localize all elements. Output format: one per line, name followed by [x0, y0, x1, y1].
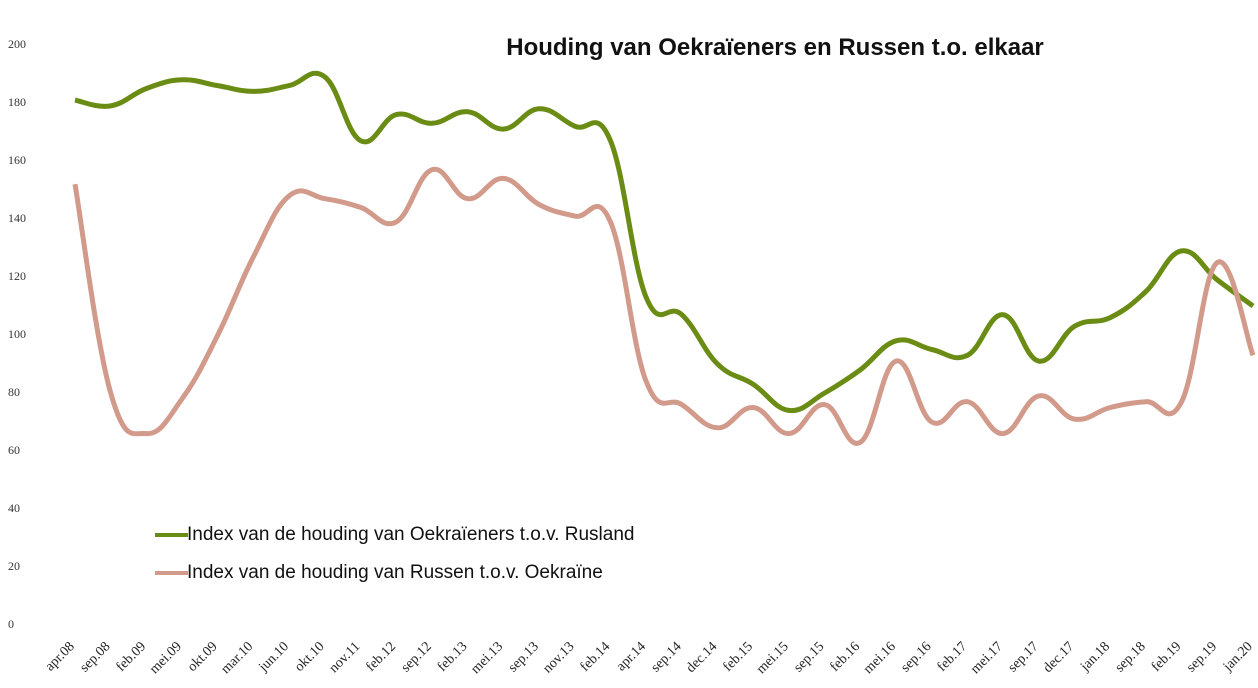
x-tick-label: feb.14 — [578, 639, 614, 675]
x-tick-label: apr.08 — [43, 639, 78, 674]
y-tick-label: 80 — [8, 385, 20, 399]
x-tick-label: sep.18 — [1113, 639, 1149, 675]
x-tick-label: sep.19 — [1184, 639, 1220, 675]
x-tick-label: sep.16 — [898, 639, 934, 675]
x-tick-label: jan.18 — [1077, 639, 1113, 675]
x-tick-label: sep.15 — [791, 639, 827, 675]
chart-title: Houding van Oekraïeners en Russen t.o. e… — [506, 34, 1044, 61]
x-tick-label: apr.14 — [614, 639, 649, 674]
y-tick-label: 120 — [8, 269, 26, 283]
x-tick-label: sep.08 — [77, 639, 113, 675]
x-tick-label: mei.16 — [861, 639, 899, 677]
x-tick-label: okt.09 — [185, 639, 221, 675]
chart: Houding van Oekraïeners en Russen t.o. e… — [0, 0, 1258, 688]
line-series — [75, 73, 1253, 410]
x-tick-label: mei.13 — [468, 639, 506, 677]
legend-label: Index van de houding van Oekraïeners t.o… — [187, 524, 634, 545]
y-tick-label: 200 — [8, 37, 26, 51]
x-tick-label: sep.14 — [648, 639, 684, 675]
x-tick-label: nov.11 — [327, 639, 364, 676]
x-tick-label: sep.17 — [1005, 639, 1041, 675]
x-tick-label: dec.17 — [1041, 639, 1078, 676]
x-tick-label: sep.13 — [506, 639, 542, 675]
x-tick-label: mar.10 — [218, 639, 256, 677]
y-tick-label: 0 — [8, 617, 14, 631]
x-tick-label: jan.20 — [1220, 639, 1256, 675]
legend-label: Index van de houding van Russen t.o.v. O… — [187, 562, 603, 583]
line-series — [75, 169, 1253, 443]
y-tick-label: 100 — [8, 327, 26, 341]
y-tick-label: 60 — [8, 443, 20, 457]
x-tick-label: feb.17 — [935, 639, 971, 675]
x-tick-label: sep.12 — [399, 639, 435, 675]
y-tick-label: 40 — [8, 501, 20, 515]
y-tick-label: 20 — [8, 559, 20, 573]
x-tick-label: feb.15 — [720, 639, 756, 675]
y-tick-label: 140 — [8, 211, 26, 225]
x-tick-label: feb.19 — [1149, 639, 1185, 675]
x-tick-label: dec.14 — [684, 639, 721, 676]
x-tick-label: okt.10 — [292, 639, 328, 675]
x-tick-label: nov.13 — [540, 639, 577, 676]
y-tick-label: 160 — [8, 153, 26, 167]
x-tick-label: feb.09 — [114, 639, 150, 675]
x-tick-label: mei.09 — [147, 639, 185, 677]
x-tick-label: jun.10 — [256, 639, 292, 675]
x-tick-label: feb.16 — [828, 639, 864, 675]
x-tick-label: mei.15 — [754, 639, 792, 677]
y-tick-label: 180 — [8, 95, 26, 109]
x-tick-label: mei.17 — [968, 639, 1006, 677]
x-tick-label: feb.13 — [435, 639, 471, 675]
x-tick-label: feb.12 — [363, 639, 399, 675]
